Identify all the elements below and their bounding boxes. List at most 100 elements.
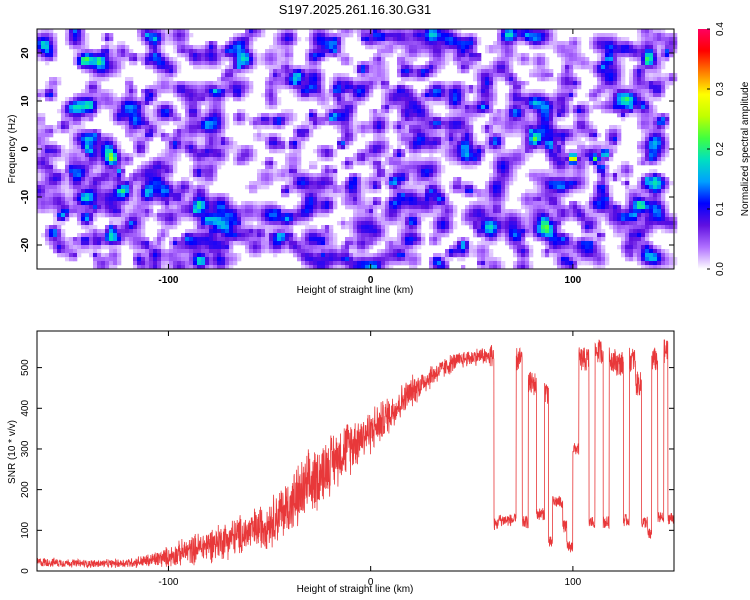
heatmap-cell	[261, 57, 266, 62]
heatmap-cell	[605, 161, 610, 166]
heatmap-cell	[269, 157, 274, 162]
heatmap-cell	[177, 181, 182, 186]
heatmap-cell	[417, 161, 422, 166]
heatmap-cell	[537, 89, 542, 94]
heatmap-cell	[117, 109, 122, 114]
heatmap-cell	[405, 65, 410, 70]
heatmap-cell	[321, 73, 326, 78]
heatmap-cell	[45, 93, 50, 98]
heatmap-cell	[241, 89, 246, 94]
heatmap-cell	[449, 93, 454, 98]
heatmap-cell	[593, 105, 598, 110]
heatmap-cell	[409, 33, 414, 38]
heatmap-cell	[413, 45, 418, 50]
heatmap-cell	[405, 125, 410, 130]
heatmap-cell	[261, 117, 266, 122]
heatmap-cell	[293, 89, 298, 94]
heatmap-cell	[121, 185, 126, 190]
heatmap-cell	[369, 61, 374, 66]
heatmap-cell	[245, 157, 250, 162]
heatmap-cell	[333, 165, 338, 170]
heatmap-cell	[157, 81, 162, 86]
heatmap-cell	[221, 61, 226, 66]
heatmap-cell	[521, 81, 526, 86]
heatmap-cell	[37, 45, 42, 50]
heatmap-cell	[501, 177, 506, 182]
heatmap-cell	[73, 141, 78, 146]
heatmap-cell	[357, 77, 362, 82]
heatmap-cell	[129, 49, 134, 54]
heatmap-cell	[157, 41, 162, 46]
heatmap-cell	[561, 141, 566, 146]
heatmap-cell	[93, 149, 98, 154]
heatmap-cell	[173, 145, 178, 150]
heatmap-cell	[601, 93, 606, 98]
heatmap-cell	[129, 85, 134, 90]
heatmap-cell	[357, 173, 362, 178]
heatmap-cell	[349, 29, 354, 34]
heatmap-cell	[189, 137, 194, 142]
heatmap-cell	[189, 49, 194, 54]
heatmap-cell	[89, 129, 94, 134]
heatmap-cell	[217, 101, 222, 106]
heatmap-cell	[237, 85, 242, 90]
heatmap-cell	[457, 53, 462, 58]
heatmap-cell	[401, 169, 406, 174]
heatmap-cell	[437, 33, 442, 38]
heatmap-cell	[321, 153, 326, 158]
heatmap-cell	[541, 97, 546, 102]
heatmap-cell	[449, 37, 454, 42]
heatmap-cell	[609, 189, 614, 194]
heatmap-cell	[525, 153, 530, 158]
heatmap-cell	[109, 193, 114, 198]
heatmap-cell	[229, 145, 234, 150]
heatmap-cell	[665, 45, 670, 50]
heatmap-cell	[469, 89, 474, 94]
heatmap-cell	[137, 149, 142, 154]
heatmap-cell	[561, 41, 566, 46]
heatmap-cell	[561, 117, 566, 122]
heatmap-cell	[497, 37, 502, 42]
heatmap-cell	[349, 121, 354, 126]
heatmap-cell	[397, 149, 402, 154]
heatmap-cell	[57, 149, 62, 154]
heatmap-cell	[561, 109, 566, 114]
heatmap-cell	[169, 181, 174, 186]
heatmap-cell	[125, 161, 130, 166]
heatmap-cell	[277, 33, 282, 38]
heatmap-cell	[361, 77, 366, 82]
heatmap-cell	[117, 69, 122, 74]
heatmap-cell	[493, 81, 498, 86]
heatmap-cell	[409, 189, 414, 194]
heatmap-cell	[93, 89, 98, 94]
heatmap-cell	[589, 69, 594, 74]
heatmap-cell	[345, 181, 350, 186]
heatmap-cell	[309, 177, 314, 182]
heatmap-cell	[505, 69, 510, 74]
heatmap-cell	[569, 65, 574, 70]
heatmap-cell	[245, 61, 250, 66]
heatmap-cell	[425, 177, 430, 182]
heatmap-cell	[109, 137, 114, 142]
heatmap-cell	[213, 113, 218, 118]
heatmap-cell	[245, 65, 250, 70]
heatmap-cell	[633, 41, 638, 46]
heatmap-cell	[253, 137, 258, 142]
heatmap-cell	[457, 61, 462, 66]
heatmap-cell	[353, 157, 358, 162]
heatmap-cell	[621, 73, 626, 78]
heatmap-cell	[345, 57, 350, 62]
heatmap-cell	[45, 145, 50, 150]
heatmap-cell	[497, 129, 502, 134]
heatmap-cell	[105, 177, 110, 182]
heatmap-cell	[341, 185, 346, 190]
heatmap-cell	[393, 169, 398, 174]
heatmap-cell	[161, 41, 166, 46]
heatmap-cell	[45, 189, 50, 194]
heatmap-cell	[57, 157, 62, 162]
heatmap-cell	[77, 37, 82, 42]
heatmap-cell	[209, 181, 214, 186]
heatmap-cell	[349, 101, 354, 106]
heatmap-cell	[89, 77, 94, 82]
heatmap-cell	[253, 37, 258, 42]
